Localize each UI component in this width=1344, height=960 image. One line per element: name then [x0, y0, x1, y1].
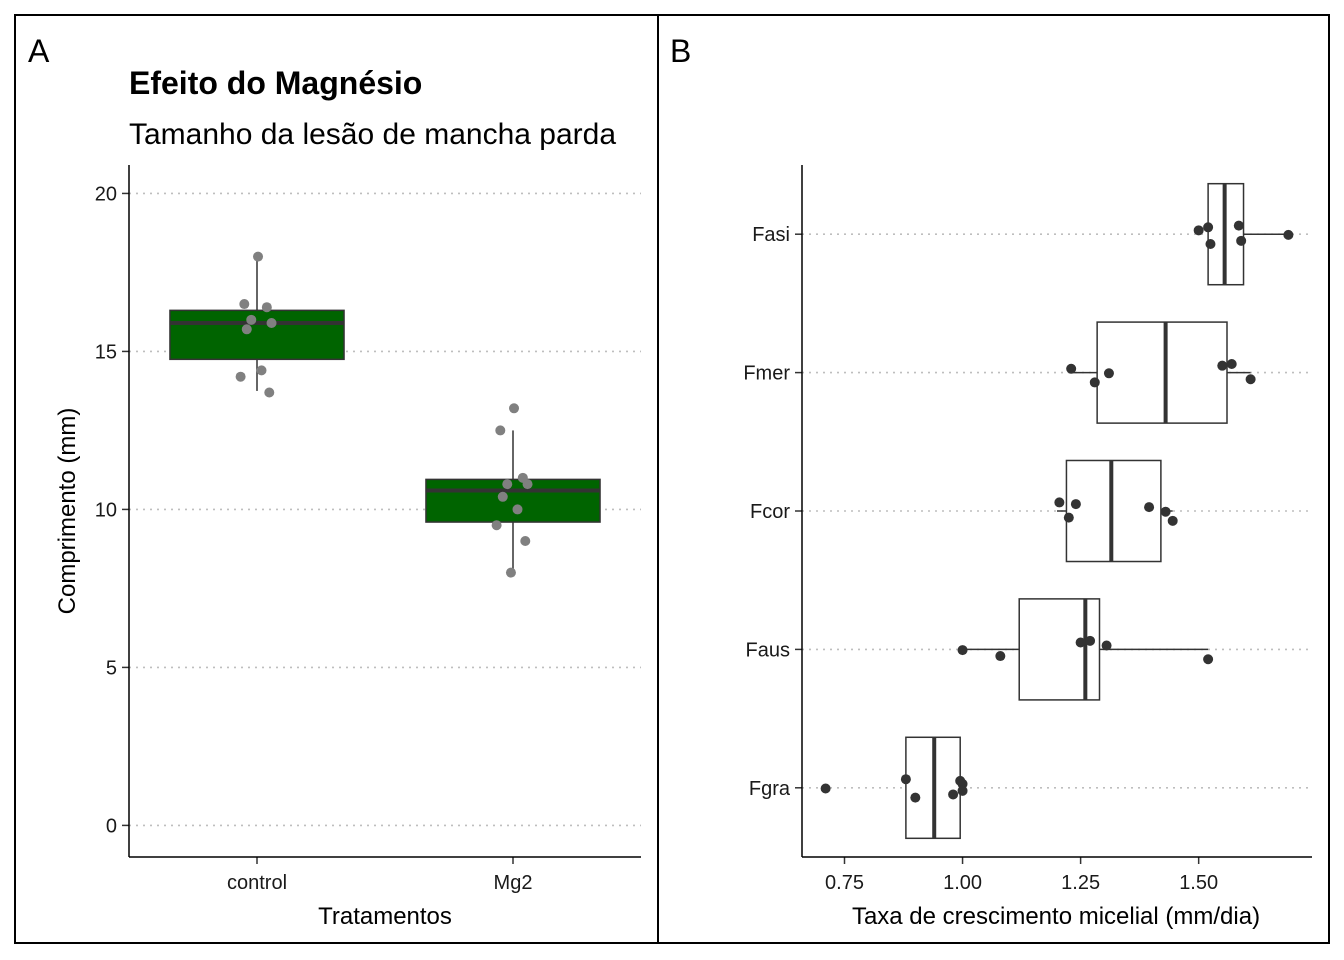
panel-b-data-point — [1167, 515, 1178, 526]
panel-a-data-point — [497, 491, 508, 502]
panel-a-data-point — [256, 365, 267, 376]
panel-a-title: Efeito do Magnésio — [129, 65, 422, 101]
panel-a-data-point — [520, 536, 531, 547]
panel-a-data-point — [264, 387, 275, 398]
panel-b-data-point — [1085, 635, 1096, 646]
panel-a-x-tick-label: control — [227, 872, 287, 894]
panel-b-data-point — [1054, 497, 1065, 508]
panel-b-box — [1096, 321, 1228, 424]
panel-a-data-point — [512, 504, 523, 515]
panel-a-y-tick-label: 10 — [95, 499, 117, 521]
panel-a-data-point — [495, 425, 506, 436]
panel-a-y-tick-label: 0 — [106, 815, 117, 837]
panel-a-data-point — [239, 299, 250, 310]
panel-b-data-point — [1063, 512, 1074, 523]
panel-a-y-ticks: 0 5 10 15 20 — [95, 183, 129, 837]
panel-b-data-point — [1101, 640, 1112, 651]
panel-a-box — [169, 309, 345, 361]
panel-b-gridlines — [802, 233, 1312, 789]
panel-b-data-point — [1103, 368, 1114, 379]
panel-b-x-tick-label: 0.75 — [825, 872, 864, 894]
panel-a-box — [425, 478, 601, 523]
panel-a-y-tick-label: 15 — [95, 341, 117, 363]
panel-a-data-point — [502, 479, 513, 490]
panel-a-tag: A — [28, 33, 50, 69]
panel-b-boxes — [905, 182, 1289, 840]
panel-a-data-point — [509, 403, 520, 414]
panel-b-y-tick-label: Fgra — [749, 778, 791, 800]
panel-b-tag: B — [670, 33, 691, 69]
panel-b-data-point — [1217, 360, 1228, 371]
panel-b-data-point — [1283, 229, 1294, 240]
panel-b-data-point — [1070, 499, 1081, 510]
panel-a-x-tick-label: Mg2 — [494, 872, 533, 894]
panel-a-subtitle: Tamanho da lesão de mancha parda — [129, 118, 616, 151]
panel-a-data-point — [246, 314, 257, 325]
panel-b-x-ticks: 0.75 1.00 1.25 1.50 — [825, 857, 1218, 894]
panel-a-y-tick-label: 5 — [106, 657, 117, 679]
panel-a-data-point — [241, 324, 252, 335]
panel-b-data-point — [1203, 654, 1214, 665]
panel-b-y-tick-label: Fasi — [752, 224, 790, 246]
panel-b-data-point — [1089, 377, 1100, 388]
panel-b-data-point — [1226, 359, 1237, 370]
panel-b-data-point — [1205, 239, 1216, 250]
panel-b-x-axis-title: Taxa de crescimento micelial (mm/dia) — [852, 903, 1260, 930]
panel-a-data-point — [266, 317, 277, 328]
panel-b-data-point — [1144, 502, 1155, 513]
panel-a-data-point — [491, 520, 502, 531]
panel-b-data-point — [995, 651, 1006, 662]
panel-b-data-point — [900, 774, 911, 785]
panel-b-data-point — [1160, 506, 1171, 517]
panel-a-boxes — [169, 256, 601, 573]
panel-b-points — [820, 220, 1294, 803]
panel-b-x-tick-label: 1.25 — [1061, 872, 1100, 894]
panel-b-data-point — [1075, 637, 1086, 648]
panel-a-points — [235, 251, 533, 578]
panel-a-data-point — [522, 479, 533, 490]
panel-b-data-point — [1236, 235, 1247, 246]
panel-a-data-point — [253, 251, 264, 262]
panel-b-data-point — [1245, 374, 1256, 385]
panel-b-x-tick-label: 1.50 — [1179, 872, 1218, 894]
panel-b-data-point — [957, 785, 968, 796]
panel-b-data-point — [820, 783, 831, 794]
panel-b-x-tick-label: 1.00 — [943, 872, 982, 894]
panel-a-x-axis-title: Tratamentos — [318, 903, 452, 930]
panel-b-box — [1018, 598, 1101, 701]
panel-a-data-point — [235, 371, 246, 382]
panel-b-box — [1065, 459, 1162, 563]
panel-b-y-tick-label: Fcor — [750, 501, 790, 523]
panel-b-data-point — [1066, 363, 1077, 374]
panel-b-y-tick-label: Fmer — [743, 363, 790, 385]
panel-b-data-point — [957, 645, 968, 656]
panel-a-data-point — [505, 567, 516, 578]
panel-b-data-point — [1233, 220, 1244, 231]
panel-a-y-tick-label: 20 — [95, 183, 117, 205]
panel-b-y-ticks: Fasi Fmer Fcor Faus Fgra — [743, 224, 802, 800]
panel-b-data-point — [1203, 222, 1214, 233]
panel-a-data-point — [261, 302, 272, 313]
panel-a-x-ticks: control Mg2 — [227, 857, 532, 894]
panel-a: 0 5 10 15 20 control Mg2 A Efeito do Magnésio… — [14, 14, 659, 944]
panel-a-y-axis-title: Comprimento (mm) — [54, 408, 81, 615]
panel-b-data-point — [948, 789, 959, 800]
panel-b-y-tick-label: Faus — [746, 639, 790, 661]
panel-b-data-point — [955, 775, 966, 786]
panel-b-data-point — [1193, 225, 1204, 236]
panel-b-border — [657, 14, 1330, 944]
panel-b-data-point — [910, 792, 921, 803]
